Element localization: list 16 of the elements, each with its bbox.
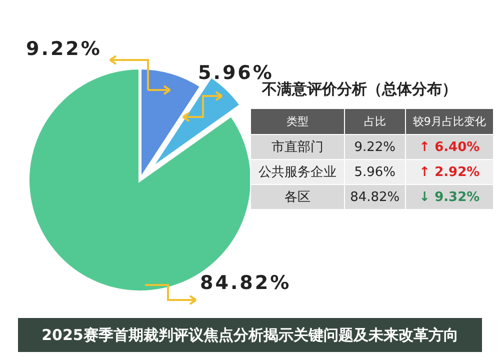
text: 市直部门 bbox=[250, 134, 344, 160]
text: 5.96% bbox=[354, 164, 396, 180]
text: 84.82% bbox=[350, 190, 400, 204]
text: 公共服务企业 bbox=[250, 160, 344, 184]
text: 类型 bbox=[250, 108, 344, 134]
text: 不满意评价分析（总体分布） bbox=[262, 80, 457, 99]
text: 占比 bbox=[344, 108, 406, 134]
text: ↑ 2.92% bbox=[405, 160, 494, 184]
data-label: 84.82% bbox=[200, 272, 292, 294]
text: 各区 bbox=[250, 184, 344, 210]
data-label: 9.22% bbox=[26, 38, 102, 60]
text: 9.22% bbox=[354, 140, 396, 154]
text: 2025赛季首期裁判评议焦点分析揭示关键问题及未来改革方向 bbox=[18, 318, 482, 352]
text: ↓ 9.32% bbox=[405, 184, 494, 210]
text: 较9月占比变化 bbox=[405, 108, 494, 134]
text: ↑ 6.40% bbox=[405, 134, 494, 160]
